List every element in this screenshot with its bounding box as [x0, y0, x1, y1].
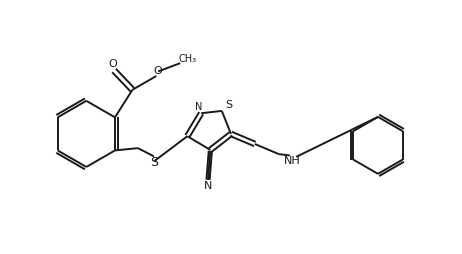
Text: O: O [108, 59, 117, 69]
Text: N: N [195, 102, 202, 112]
Text: O: O [154, 66, 163, 75]
Text: N: N [203, 181, 212, 191]
Text: CH₃: CH₃ [178, 55, 196, 65]
Text: S: S [151, 156, 158, 169]
Text: S: S [225, 100, 232, 110]
Text: NH: NH [284, 155, 301, 166]
